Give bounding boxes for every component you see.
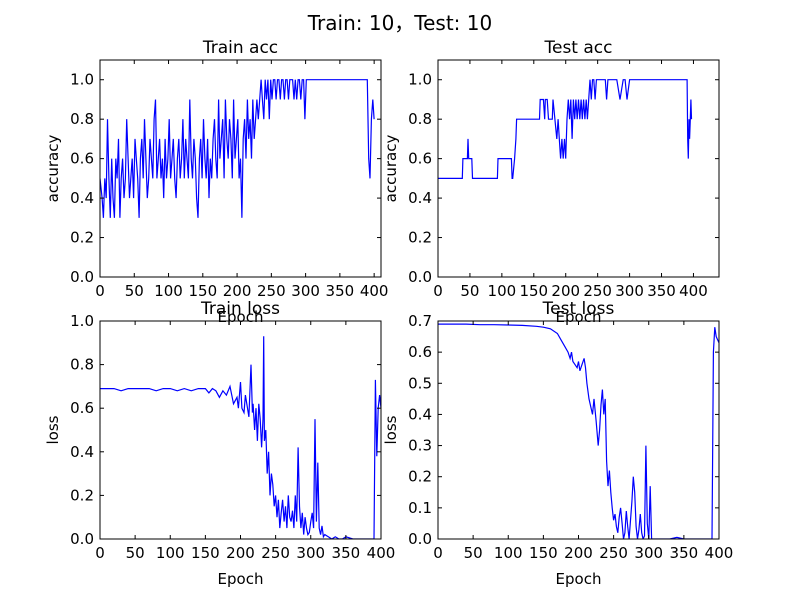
test-acc-y-tick-label: 1.0 — [408, 71, 432, 89]
test-acc-x-tick-label: 400 — [679, 282, 708, 300]
train-loss-x-tick-label: 250 — [261, 544, 290, 562]
train-loss-y-tick-label: 0.6 — [70, 399, 94, 417]
train-acc-x-tick-label: 250 — [257, 282, 286, 300]
test-loss-y-tick-label: 0.6 — [408, 343, 432, 361]
test-acc-y-axis-label: accuracy — [382, 135, 400, 203]
test-loss-x-tick-label: 250 — [599, 544, 628, 562]
train-acc-x-tick-label: 150 — [188, 282, 217, 300]
test-loss-x-tick-label: 100 — [494, 544, 523, 562]
train-acc-axes-frame — [99, 59, 382, 278]
train-loss-y-axis-label: loss — [44, 415, 62, 444]
train-loss-x-tick-label: 200 — [226, 544, 255, 562]
test-loss-series-line — [438, 323, 719, 539]
test-acc-x-tick-label: 250 — [583, 282, 612, 300]
test-acc-y-tick-label: 0.8 — [408, 110, 432, 128]
train-acc-x-tick-label: 50 — [125, 282, 144, 300]
test-loss-x-tick-label: 50 — [464, 544, 483, 562]
test-loss-x-tick-label: 350 — [670, 544, 699, 562]
test-loss-y-tick-label: 0.7 — [408, 312, 432, 330]
train-loss-x-tick-label: 350 — [332, 544, 361, 562]
test-loss-x-tick-label: 400 — [705, 544, 734, 562]
train-acc-series-line — [100, 79, 375, 218]
train-acc-y-tick-label: 0.4 — [70, 189, 94, 207]
test-loss-y-axis-label: loss — [382, 415, 400, 444]
test-acc-y-tick-label: 0.6 — [408, 150, 432, 168]
test-acc-x-tick-label: 50 — [460, 282, 479, 300]
train-acc-y-tick-label: 0.8 — [70, 110, 94, 128]
test-loss-y-tick-label: 0.0 — [408, 530, 432, 548]
train-loss-x-tick-label: 400 — [367, 544, 396, 562]
train-acc-y-tick-label: 1.0 — [70, 71, 94, 89]
train-loss-series-line — [100, 336, 381, 539]
test-acc-x-tick-label: 350 — [647, 282, 676, 300]
train-loss-x-tick-label: 0 — [95, 544, 105, 562]
test-acc-x-tick-label: 300 — [615, 282, 644, 300]
train-acc-x-tick-label: 300 — [291, 282, 320, 300]
test-loss-x-axis-label: Epoch — [556, 570, 602, 588]
train-acc-x-tick-label: 400 — [360, 282, 389, 300]
train-loss-title: Train loss — [200, 299, 280, 319]
test-acc-y-tick-label: 0.0 — [408, 268, 432, 286]
test-loss-title: Test loss — [542, 299, 615, 319]
train-acc-y-tick-label: 0.6 — [70, 150, 94, 168]
test-acc-x-tick-label: 0 — [433, 282, 443, 300]
test-acc-x-tick-label: 100 — [488, 282, 517, 300]
train-acc-title: Train acc — [202, 38, 278, 58]
train-loss-y-tick-label: 1.0 — [70, 312, 94, 330]
train-loss-y-tick-label: 0.4 — [70, 443, 94, 461]
train-loss-y-tick-label: 0.0 — [70, 530, 94, 548]
train-acc-x-tick-label: 350 — [326, 282, 355, 300]
test-loss-x-tick-label: 200 — [564, 544, 593, 562]
train-loss-y-tick-label: 0.8 — [70, 356, 94, 374]
test-acc-series-line — [438, 79, 693, 179]
train-acc-x-tick-label: 100 — [154, 282, 183, 300]
test-acc-title: Test acc — [544, 38, 613, 58]
test-loss-y-tick-label: 0.2 — [408, 468, 432, 486]
train-acc-panel: 0 50 100 150 200 250 300 350 400 0.0 0.2 0.4 0.6 0.8 1… — [44, 38, 388, 326]
test-loss-x-tick-label: 0 — [433, 544, 443, 562]
train-loss-x-tick-label: 150 — [191, 544, 220, 562]
train-acc-y-tick-label: 0.2 — [70, 229, 94, 247]
train-loss-y-tick-label: 0.2 — [70, 486, 94, 504]
test-acc-panel: 0 50 100 150 200 250 300 350 400 0.0 0.2 0.4 0.6 0.8 1… — [382, 38, 720, 326]
test-loss-panel: 0 50 100 150 200 250 300 350 400 0.0 0.1 0.2 0.3 0.4 0… — [382, 299, 733, 588]
test-loss-x-tick-label: 150 — [529, 544, 558, 562]
train-acc-x-tick-label: 200 — [223, 282, 252, 300]
test-loss-y-tick-label: 0.5 — [408, 374, 432, 392]
test-acc-x-tick-label: 200 — [551, 282, 580, 300]
test-loss-y-tick-label: 0.3 — [408, 437, 432, 455]
train-loss-x-tick-label: 100 — [156, 544, 185, 562]
test-acc-axes-frame — [437, 59, 720, 278]
test-loss-y-tick-label: 0.1 — [408, 499, 432, 517]
figure-suptitle: Train: 10，Test: 10 — [307, 11, 492, 35]
test-acc-y-tick-label: 0.2 — [408, 229, 432, 247]
train-loss-x-tick-label: 50 — [126, 544, 145, 562]
test-loss-x-tick-label: 300 — [634, 544, 663, 562]
train-acc-y-axis-label: accuracy — [44, 135, 62, 203]
train-loss-x-axis-label: Epoch — [218, 570, 264, 588]
train-loss-x-tick-label: 300 — [296, 544, 325, 562]
test-acc-y-tick-label: 0.4 — [408, 189, 432, 207]
test-loss-y-tick-label: 0.4 — [408, 405, 432, 423]
train-loss-panel: 0 50 100 150 200 250 300 350 400 0.0 0.2 0.4 0.6 0.8 1… — [44, 299, 395, 588]
train-acc-x-tick-label: 0 — [95, 282, 105, 300]
train-acc-y-tick-label: 0.0 — [70, 268, 94, 286]
test-acc-x-tick-label: 150 — [519, 282, 548, 300]
